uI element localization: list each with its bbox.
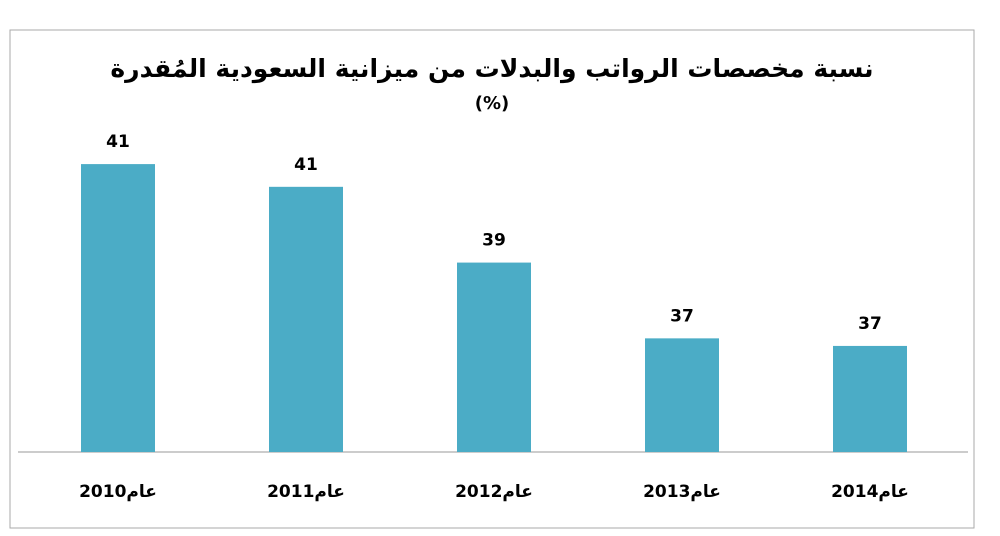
chart-subtitle: (%) <box>475 93 510 114</box>
value-label: 37 <box>858 314 882 334</box>
x-tick-label: 2012عام <box>455 482 533 502</box>
value-label: 37 <box>670 306 694 326</box>
bar <box>645 338 719 452</box>
value-label: 39 <box>482 231 506 251</box>
value-label: 41 <box>294 155 318 175</box>
bar <box>833 345 907 452</box>
x-tick-label: 2011عام <box>267 482 345 502</box>
bar <box>457 262 531 452</box>
value-label: 41 <box>106 132 130 152</box>
chart-frame <box>9 29 975 529</box>
bar <box>81 164 155 452</box>
bar <box>269 186 343 452</box>
chart-title: نسبة مخصصات الرواتب والبدلات من ميزانية … <box>110 54 873 84</box>
x-tick-label: 2010عام <box>79 482 157 502</box>
x-tick-label: 2013عام <box>643 482 721 502</box>
x-tick-label: 2014عام <box>831 482 909 502</box>
